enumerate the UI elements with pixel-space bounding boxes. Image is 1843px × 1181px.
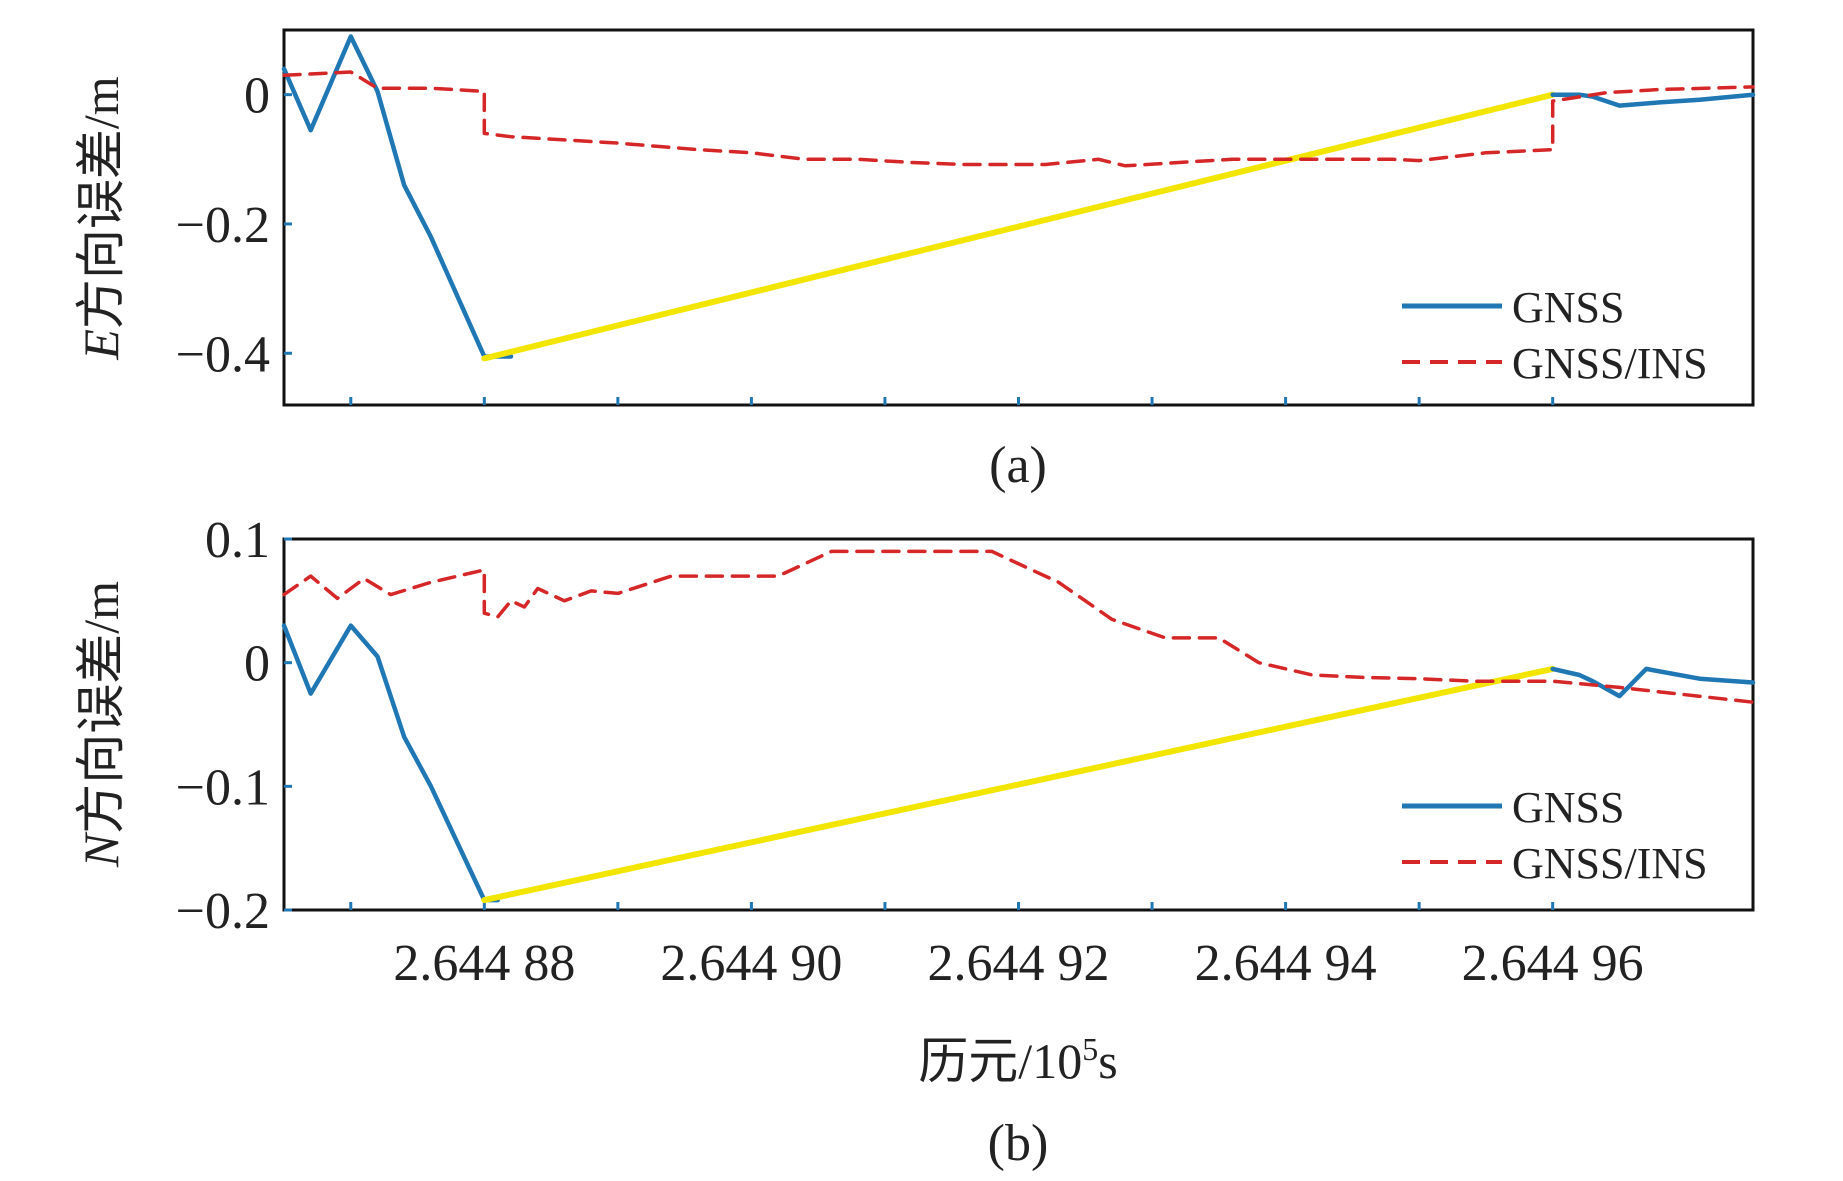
- panel-a-y-tick-label-1: −0.2: [176, 197, 270, 254]
- panel-a-legend-ins-label: GNSS/INS: [1512, 339, 1708, 388]
- panel-a-series: [281, 34, 1756, 362]
- panel-b-chart: 0.10−0.1−0.2 2.644 88 2.644 90 2.644 92 2.6…: [73, 512, 1756, 1172]
- panel-a-ticks: [284, 93, 1555, 405]
- panel-a-y-axis-title: E方向误差/m: [73, 76, 129, 360]
- panel-b-x-tick-label-3: 2.644 94: [1195, 935, 1377, 992]
- panel-b-series-gnss-interpolated-gap: [481, 665, 1556, 904]
- panel-a-series-gnss: [281, 34, 514, 359]
- panel-b-x-tick-labels: 2.644 88 2.644 90 2.644 92 2.644 94 2.644 96: [393, 935, 1643, 992]
- panel-a-legend-gnss-label: GNSS: [1512, 283, 1625, 332]
- panel-b-series: [281, 549, 1756, 904]
- panel-b-y-tick-label-3: −0.2: [176, 883, 270, 940]
- panel-a-series-gnss-interpolated-gap: [481, 91, 1556, 362]
- panel-a-chart: 0 −0.2 −0.4 GNSS GNSS/INS E方向误差/m (a): [73, 28, 1756, 494]
- panel-a-series-gnss-ins: [282, 70, 1755, 168]
- panel-a-y-tick-label-0: 0: [244, 68, 270, 125]
- panel-b-series-gnss: [281, 623, 500, 903]
- panel-b-y-tick-labels: 0.1 0 −0.1 −0.2: [176, 512, 270, 940]
- panel-b-y-tick-label-2: −0.1: [176, 759, 270, 816]
- panel-a-y-tick-labels: 0 −0.2 −0.4: [176, 68, 270, 384]
- panel-a-legend: GNSS GNSS/INS: [1402, 283, 1708, 388]
- panel-a-series-gnss-end: [1550, 92, 1756, 108]
- panel-b-series-gnss-ins: [282, 549, 1755, 704]
- panel-b-x-tick-label-2: 2.644 92: [928, 935, 1110, 992]
- panel-b-y-axis-title: N方向误差/m: [73, 581, 129, 868]
- panel-b-x-tick-label-4: 2.644 96: [1462, 935, 1644, 992]
- panel-b-legend: GNSS GNSS/INS: [1402, 783, 1708, 888]
- panel-b-legend-ins-label: GNSS/INS: [1512, 839, 1708, 888]
- panel-b-y-tick-label-1: 0: [244, 636, 270, 693]
- panel-b-legend-gnss-label: GNSS: [1512, 783, 1625, 832]
- panel-b-caption: (b): [988, 1115, 1049, 1172]
- panel-a-caption: (a): [989, 437, 1047, 494]
- panel-b-ticks: [284, 537, 1555, 912]
- panel-a-y-tick-label-2: −0.4: [176, 326, 270, 383]
- panel-b-x-tick-label-0: 2.644 88: [393, 935, 575, 992]
- panel-b-series-gnss-end: [1550, 666, 1756, 699]
- panel-b-y-tick-label-0: 0.1: [205, 512, 270, 569]
- x-axis-title: 历元/105s: [918, 1031, 1117, 1089]
- panel-b-x-tick-label-1: 2.644 90: [660, 935, 842, 992]
